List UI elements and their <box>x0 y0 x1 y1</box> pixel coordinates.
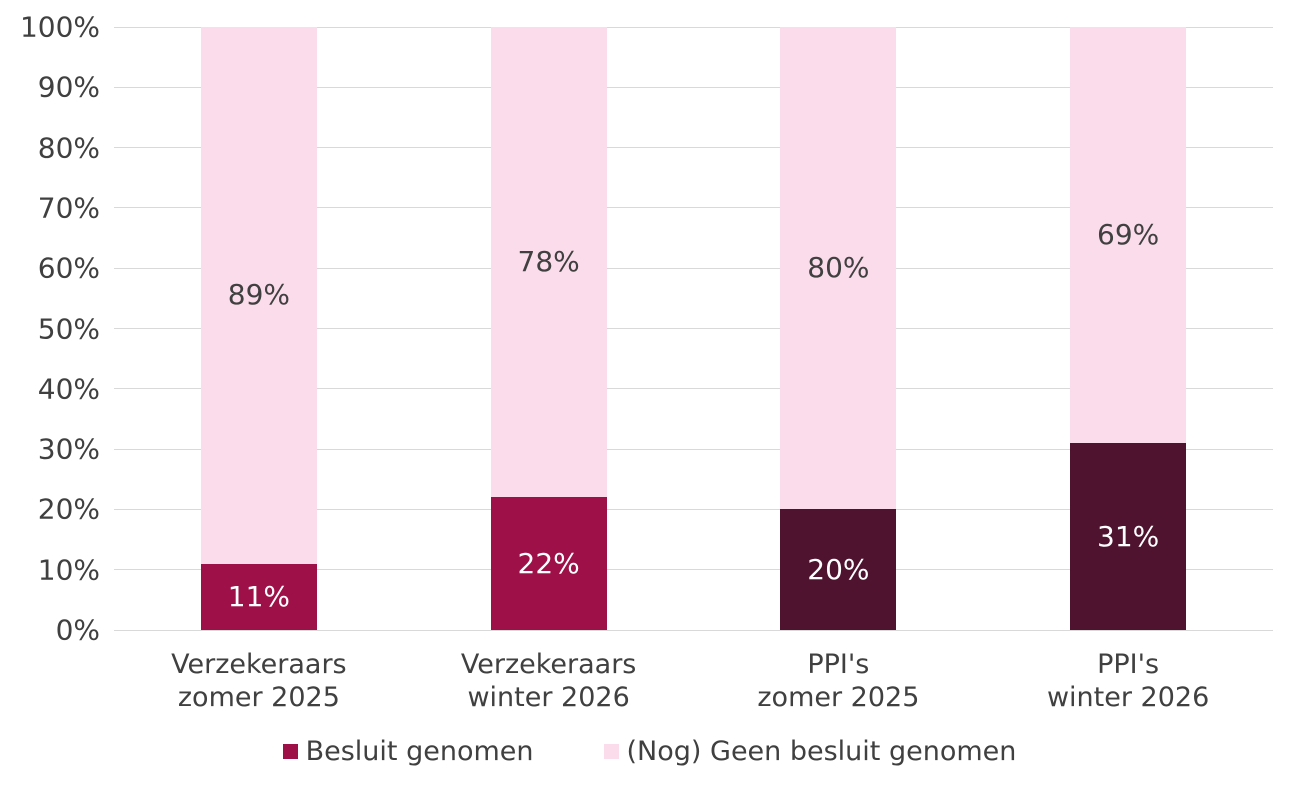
bar-segment: 11% <box>200 563 317 630</box>
y-tick-label: 10% <box>37 553 100 587</box>
bar-segment: 22% <box>490 497 607 630</box>
gridline <box>114 26 1273 28</box>
category-label: PPI's zomer 2025 <box>757 649 920 713</box>
plot-area: 11% 89% 22% 78% 20% 80% 31% 69% <box>114 26 1273 631</box>
y-tick-label: 50% <box>37 312 100 345</box>
y-tick-label: 60% <box>37 251 100 285</box>
bar-0: 11% 89% <box>200 27 317 630</box>
data-label: 69% <box>1097 218 1160 252</box>
gridline <box>114 508 1273 510</box>
legend-item-geen-besluit-genomen: (Nog) Geen besluit genomen <box>603 736 1017 767</box>
y-tick-label: 70% <box>37 191 100 225</box>
data-label: 20% <box>807 552 870 586</box>
bar-segment: 89% <box>200 27 317 564</box>
legend-item-besluit-genomen: Besluit genomen <box>282 736 534 767</box>
legend-label: (Nog) Geen besluit genomen <box>626 736 1017 767</box>
y-tick-label: 40% <box>37 372 100 406</box>
x-axis: Verzekeraars zomer 2025 Verzekeraars wint… <box>114 648 1273 728</box>
data-label: 78% <box>517 245 580 279</box>
y-tick-label: 30% <box>37 432 100 466</box>
data-label: 22% <box>517 546 580 580</box>
bar-segment: 80% <box>780 27 897 510</box>
gridline <box>114 147 1273 149</box>
legend: Besluit genomen (Nog) Geen besluit genom… <box>0 736 1299 767</box>
legend-swatch-besluit-genomen <box>282 744 298 759</box>
bar-3: 31% 69% <box>1070 27 1187 630</box>
bar-1: 22% 78% <box>490 27 607 630</box>
bar-segment: 69% <box>1070 27 1187 444</box>
data-label: 11% <box>227 579 290 613</box>
data-label: 31% <box>1097 519 1160 553</box>
data-label: 89% <box>227 278 290 312</box>
gridline <box>114 328 1273 329</box>
data-label: 80% <box>807 251 870 285</box>
y-axis: 0% 10% 20% 30% 40% 50% 60% 70% 80% 90% 100% <box>0 0 100 786</box>
gridline <box>114 86 1273 88</box>
legend-swatch-geen-besluit-genomen <box>603 744 619 759</box>
category-label: PPI's winter 2026 <box>1046 649 1210 713</box>
gridline <box>114 629 1273 631</box>
gridline <box>114 569 1273 571</box>
y-tick-label: 90% <box>37 70 100 104</box>
y-tick-label: 80% <box>37 131 100 165</box>
y-tick-label: 20% <box>37 492 100 526</box>
y-tick-label: 0% <box>55 613 100 647</box>
gridline <box>114 207 1273 209</box>
category-label: Verzekeraars winter 2026 <box>460 649 637 713</box>
bar-2: 20% 80% <box>780 27 897 630</box>
legend-label: Besluit genomen <box>305 736 534 767</box>
bar-segment: 31% <box>1070 443 1187 630</box>
bar-segment: 78% <box>490 27 607 498</box>
gridline <box>114 388 1273 390</box>
gridline <box>114 448 1273 450</box>
bar-segment: 20% <box>780 509 897 630</box>
gridline <box>114 267 1273 269</box>
y-tick-label: 100% <box>19 10 100 44</box>
category-label: Verzekeraars zomer 2025 <box>171 649 347 713</box>
